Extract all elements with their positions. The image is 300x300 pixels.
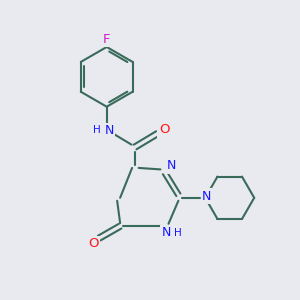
Text: N: N <box>202 190 211 203</box>
Text: N: N <box>167 159 176 172</box>
Text: F: F <box>103 33 110 46</box>
Text: O: O <box>88 237 98 250</box>
Text: N: N <box>162 226 171 239</box>
Text: N: N <box>104 124 114 137</box>
Text: H: H <box>93 125 101 135</box>
Text: H: H <box>175 228 182 238</box>
Text: O: O <box>159 124 169 136</box>
